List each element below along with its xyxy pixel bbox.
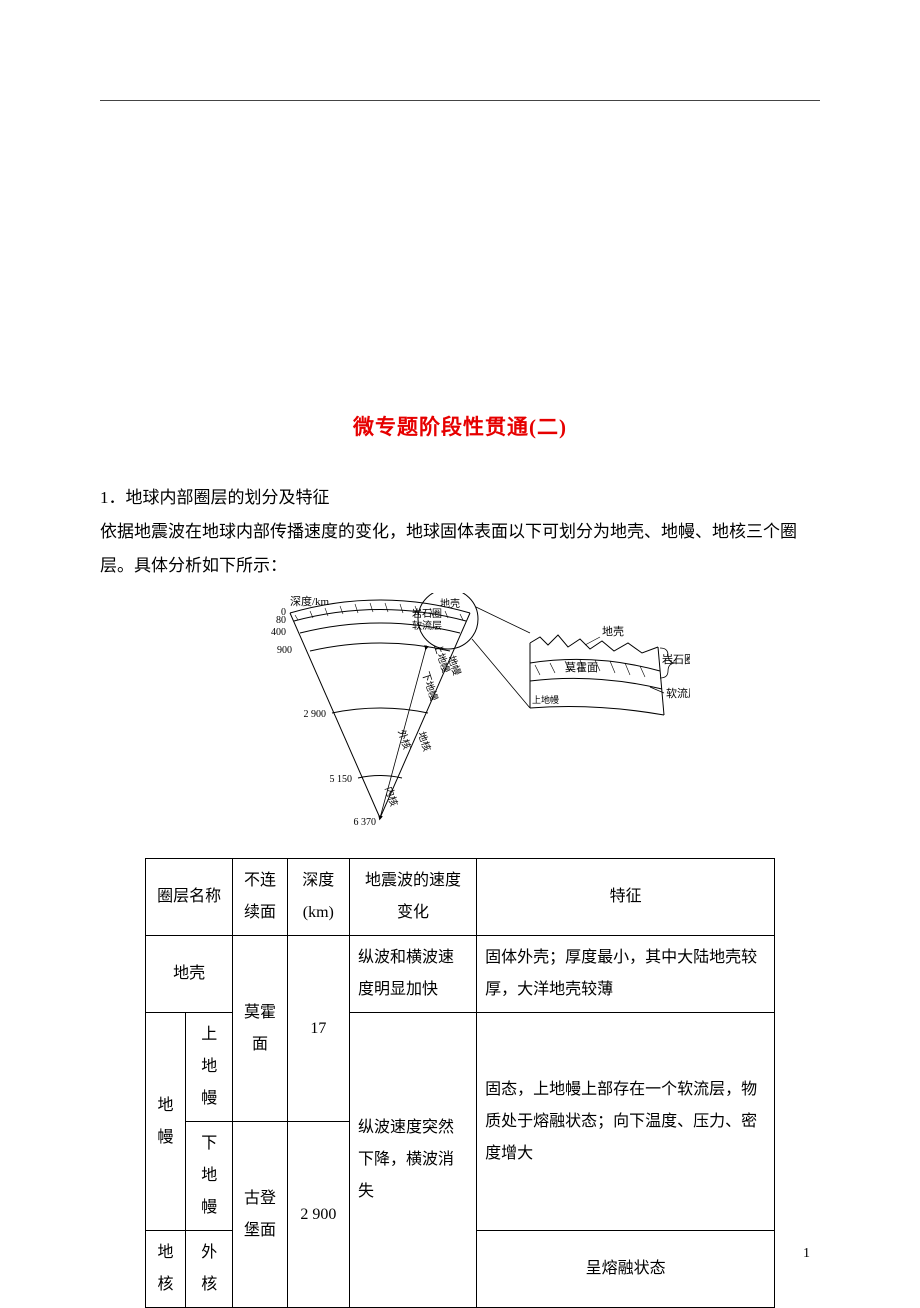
cell-crust-wave: 纵波和横波速度明显加快 (349, 936, 476, 1013)
dlbl-crust: 地壳 (602, 624, 624, 638)
cell-mantle-name: 地幔 (146, 1013, 186, 1231)
depth-400: 400 (271, 627, 286, 638)
depth-5150: 5 150 (330, 774, 353, 785)
depth-6370: 6 370 (354, 817, 377, 828)
arc-5150 (358, 776, 402, 779)
row-crust: 地壳 莫霍面 17 纵波和横波速度明显加快 固体外壳；厚度最小，其中大陆地壳较厚… (146, 936, 775, 1013)
cell-mantle-feat: 固态，上地幔上部存在一个软流层，物质处于熔融状态；向下温度、压力、密度增大 (477, 1013, 775, 1231)
cell-mantle-wave: 纵波速度突然下降，横波消失 (349, 1013, 476, 1308)
cell-gutenberg: 古登堡面 (233, 1122, 287, 1308)
layers-table: 圈层名称 不连续面 深度(km) 地震波的速度变化 特征 地壳 莫霍面 17 纵… (145, 858, 775, 1308)
cell-outer-core-feat: 呈熔融状态 (477, 1231, 775, 1308)
th-discont: 不连续面 (233, 859, 287, 936)
cell-crust-feat: 固体外壳；厚度最小，其中大陆地壳较厚，大洋地壳较薄 (477, 936, 775, 1013)
detail-bottom (530, 707, 664, 715)
lbl-litho: 岩石圈 (412, 607, 442, 620)
lbl-crust: 地壳 (440, 597, 460, 610)
depth-80: 80 (276, 615, 286, 626)
leader-top (476, 607, 530, 633)
arc-900 (310, 643, 450, 651)
cell-moho: 莫霍面 (233, 936, 287, 1122)
diagram-svg: 深度/km (230, 593, 690, 833)
section-1-heading: 1．地球内部圈层的划分及特征 (100, 481, 820, 515)
page-title: 微专题阶段性贯通(二) (353, 415, 567, 439)
depth-900: 900 (277, 645, 292, 656)
dlbl-astheno: 软流层 (666, 686, 690, 700)
heading-num: 1． (100, 488, 126, 507)
title-block: 微专题阶段性贯通(二) (100, 411, 820, 441)
earth-layers-diagram: 深度/km (100, 593, 820, 838)
detail-astheno-top (530, 678, 662, 689)
table-header-row: 圈层名称 不连续面 深度(km) 地震波的速度变化 特征 (146, 859, 775, 936)
dlbl-upmantle: 上地幔 (532, 694, 559, 705)
detail-labels: 地壳 岩石圈 莫霍面 上地幔 软流层 (532, 624, 690, 705)
depth-2900: 2 900 (304, 709, 327, 720)
th-feature: 特征 (477, 859, 775, 936)
page-number: 1 (803, 1246, 810, 1262)
dlbl-litho: 岩石圈 (662, 652, 690, 666)
cell-lower-mantle: 下地幔 (186, 1122, 233, 1231)
top-rule (100, 100, 820, 101)
detail-surface (530, 635, 658, 653)
lbl-mantle: 地幔 (445, 654, 464, 677)
lbl-innercore: 内核 (382, 785, 401, 808)
th-depth: 深度(km) (287, 859, 349, 936)
th-name: 圈层名称 (146, 859, 233, 936)
depth-axis-label: 深度/km (290, 594, 330, 608)
section-1-para: 依据地震波在地球内部传播速度的变化，地球固体表面以下可划分为地壳、地幔、地核三个… (100, 515, 820, 583)
th-wave: 地震波的速度变化 (349, 859, 476, 936)
dlbl-moho: 莫霍面 (565, 661, 598, 674)
leader-bot (472, 639, 530, 708)
cell-upper-mantle: 上地幔 (186, 1013, 233, 1122)
cell-outer-core: 外核 (186, 1231, 233, 1308)
lbl-core: 地核 (415, 730, 434, 753)
arc-2900 (332, 708, 428, 713)
heading-text: 地球内部圈层的划分及特征 (126, 488, 330, 507)
cell-2900: 2 900 (287, 1122, 349, 1308)
cell-17: 17 (287, 936, 349, 1122)
cell-core-name: 地核 (146, 1231, 186, 1308)
section-1: 1．地球内部圈层的划分及特征 依据地震波在地球内部传播速度的变化，地球固体表面以… (100, 481, 820, 583)
lbl-outercore: 外核 (395, 728, 414, 751)
lbl-astheno: 软流层 (412, 619, 442, 632)
depth-labels: 0 80 400 900 2 900 5 150 6 370 (271, 607, 376, 828)
cell-crust-name: 地壳 (146, 936, 233, 1013)
